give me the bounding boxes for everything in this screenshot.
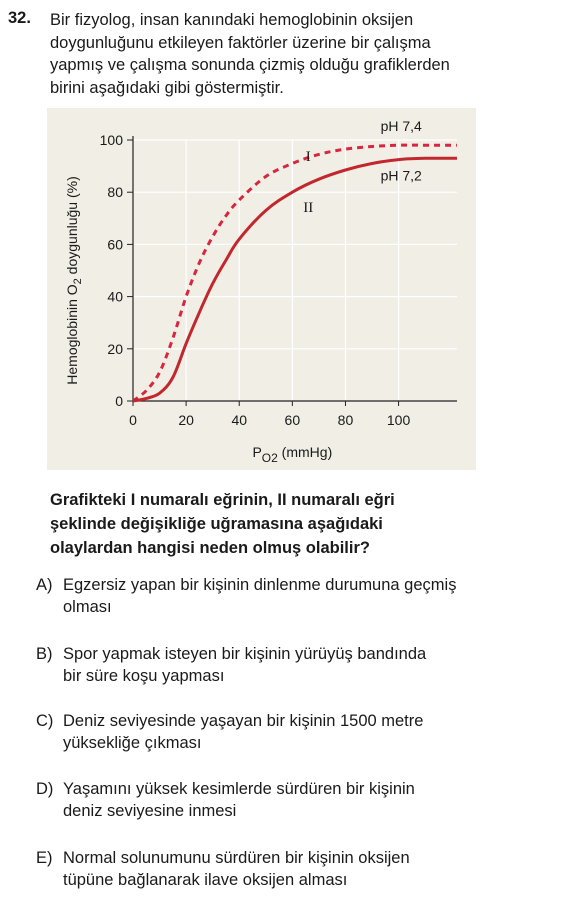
stem-line: doygunluğunu etkileyen faktörler üzerine… (50, 33, 431, 52)
option-text: Yaşamını yüksek kesimlerde sürdüren bir … (63, 780, 415, 798)
option-text: Deniz seviyesinde yaşayan bir kişinin 15… (63, 712, 424, 730)
curve-ii (132, 156, 458, 403)
x-tick-label: 40 (231, 412, 247, 428)
option-d[interactable]: D) Yaşamını yüksek kesimlerde sürdüren bi… (36, 779, 415, 822)
oxygen-dissociation-chart: 0 20 40 60 80 100 0 20 40 60 80 100 PO2 (mmHg) Hemogl… (47, 108, 476, 470)
option-letter: B) (36, 645, 53, 663)
y-tick-label: 60 (107, 236, 123, 252)
prompt-line: Grafikteki I numaralı eğrinin, II numara… (50, 491, 395, 509)
option-b[interactable]: B) Spor yapmak isteyen bir kişinin yürüyü… (36, 644, 426, 687)
question-number: 32. (8, 9, 31, 27)
option-text: Normal solunumunu sürdüren bir kişinin o… (63, 849, 410, 867)
y-tick-label: 80 (107, 184, 123, 200)
prompt-line: şeklinde değişikliğe uğramasına aşağıdak… (50, 515, 383, 533)
option-letter: C) (36, 712, 54, 730)
y-axis-label: Hemoglobinin O2 doygunluğu (%) (64, 176, 84, 384)
stem-line: birini aşağıdaki gibi göstermiştir. (50, 78, 284, 97)
stem-line: Bir fizyolog, insan kanındaki hemoglobin… (50, 11, 414, 29)
option-letter: E) (36, 849, 53, 867)
option-letter: D) (36, 780, 54, 798)
series-label-ph72: pH 7,2 (381, 167, 422, 183)
chart-svg: 0 20 40 60 80 100 0 20 40 60 80 100 PO2 (mmHg) Hemogl… (64, 118, 458, 465)
option-text: Spor yapmak isteyen bir kişinin yürüyüş … (63, 645, 427, 663)
series-label-ph74: pH 7,4 (381, 118, 422, 134)
option-a[interactable]: A) Egzersiz yapan bir kişinin dinlenme du… (36, 575, 456, 618)
option-e[interactable]: E) Normal solunumunu sürdüren bir kişinin… (36, 848, 410, 891)
option-c[interactable]: C) Deniz seviyesinde yaşayan bir kişinin … (36, 711, 423, 754)
question-prompt: Grafikteki I numaralı eğrinin, II numara… (50, 488, 395, 560)
option-text: bir süre koşu yapması (63, 666, 225, 685)
y-tick-label: 40 (107, 289, 123, 305)
option-text: deniz seviyesine inmesi (63, 801, 237, 820)
option-letter: A) (36, 576, 53, 594)
x-tick-label: 20 (178, 412, 194, 428)
stem-line: yapmış ve çalışma sonunda çizmiş olduğu … (50, 56, 450, 74)
prompt-line: olaylardan hangisi neden olmuş olabilir? (50, 539, 370, 557)
x-axis-label: PO2 (mmHg) (252, 444, 332, 465)
option-text: yüksekliğe çıkması (63, 733, 202, 752)
x-tick-label: 0 (129, 412, 137, 428)
y-tick-label: 100 (100, 132, 124, 148)
x-tick-label: 80 (338, 412, 354, 428)
curve-label-ii: II (303, 200, 313, 216)
option-text: tüpüne bağlanarak ilave oksijen alması (63, 870, 348, 889)
question-stem: Bir fizyolog, insan kanındaki hemoglobin… (50, 9, 560, 99)
option-text: olması (63, 597, 112, 616)
y-tick-label: 0 (115, 393, 123, 409)
y-tick-label: 20 (107, 341, 123, 357)
curve-i (132, 143, 457, 403)
curve-label-i: I (306, 149, 311, 165)
x-tick-label: 60 (285, 412, 301, 428)
x-tick-label: 100 (387, 412, 411, 428)
option-text: Egzersiz yapan bir kişinin dinlenme duru… (63, 576, 457, 594)
